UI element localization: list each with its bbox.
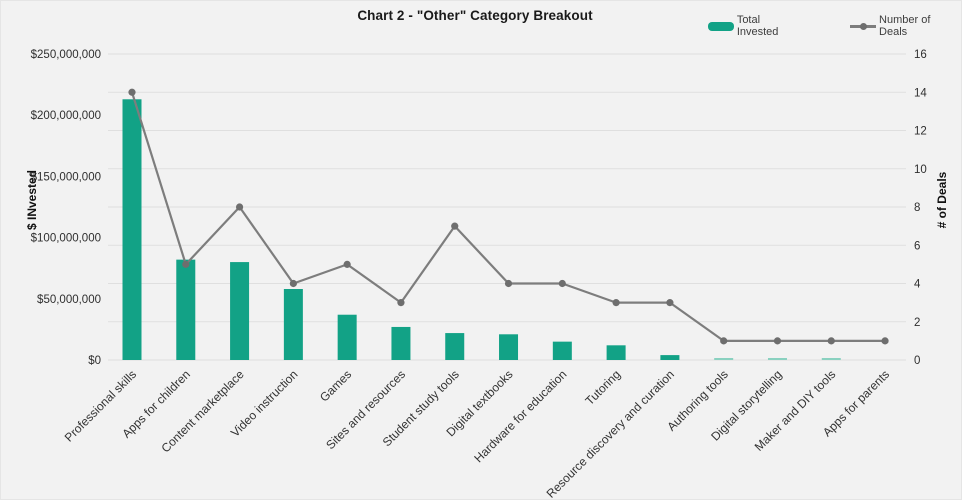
x-label-hardware-for-education: Hardware for education — [471, 367, 569, 465]
deals-marker-professional-skills[interactable] — [128, 88, 136, 96]
deals-marker-sites-and-resources[interactable] — [397, 299, 405, 307]
right-tick-14: 14 — [914, 87, 927, 99]
legend: Total Invested Number of Deals — [708, 14, 961, 38]
deals-marker-hardware-for-education[interactable] — [558, 279, 566, 288]
bar-professional-skills[interactable] — [122, 99, 142, 361]
bar-tutoring[interactable] — [606, 345, 626, 360]
deals-marker-maker-and-diy-tools[interactable] — [827, 337, 835, 345]
deals-marker-digital-textbooks[interactable] — [504, 279, 513, 288]
bar-hardware-for-education[interactable] — [552, 341, 572, 360]
deals-marker-tutoring[interactable] — [612, 299, 620, 307]
bar-resource-discovery-and-curation[interactable] — [660, 355, 680, 360]
bar-digital-textbooks[interactable] — [499, 334, 519, 360]
left-tick-50-000-000: $50,000,000 — [37, 294, 101, 306]
bar-authoring-tools[interactable] — [714, 358, 734, 360]
bar-swatch-icon — [708, 21, 734, 31]
left-tick-0: $0 — [88, 355, 101, 367]
left-tick-200-000-000: $200,000,000 — [31, 110, 101, 122]
deals-marker-content-marketplace[interactable] — [235, 203, 244, 211]
x-label-tutoring: Tutoring — [583, 367, 624, 408]
right-tick-6: 6 — [914, 240, 920, 252]
legend-label: Number of Deals — [879, 14, 931, 38]
chart-title: Chart 2 - "Other" Category Breakout — [357, 8, 593, 23]
deals-marker-digital-storytelling[interactable] — [773, 337, 782, 345]
right-tick-10: 10 — [914, 164, 927, 176]
right-tick-12: 12 — [914, 126, 927, 138]
right-tick-0: 0 — [914, 355, 920, 367]
line-swatch-icon — [850, 22, 877, 31]
right-tick-4: 4 — [914, 279, 921, 291]
bar-content-marketplace[interactable] — [230, 262, 250, 360]
deals-marker-student-study-tools[interactable] — [451, 222, 459, 230]
deals-marker-resource-discovery-and-curation[interactable] — [666, 299, 674, 307]
bar-video-instruction[interactable] — [283, 289, 303, 360]
bar-student-study-tools[interactable] — [445, 333, 465, 360]
legend-item-total-invested[interactable]: Total Invested — [708, 14, 804, 38]
left-tick-250-000-000: $250,000,000 — [31, 49, 101, 61]
legend-label: Total Invested — [736, 14, 779, 38]
deals-marker-authoring-tools[interactable] — [720, 337, 728, 345]
bar-games[interactable] — [337, 314, 357, 360]
bar-apps-for-children[interactable] — [176, 259, 196, 360]
right-tick-8: 8 — [914, 202, 920, 214]
x-label-games: Games — [317, 367, 354, 404]
right-tick-16: 16 — [914, 49, 927, 61]
deals-marker-apps-for-parents[interactable] — [881, 337, 889, 345]
left-tick-150-000-000: $150,000,000 — [31, 171, 101, 183]
right-tick-2: 2 — [914, 317, 920, 329]
deals-marker-apps-for-children[interactable] — [182, 260, 190, 268]
bar-sites-and-resources[interactable] — [391, 326, 411, 360]
deals-marker-games[interactable] — [343, 260, 351, 268]
legend-item-number-of-deals[interactable]: Number of Deals — [850, 14, 961, 38]
bar-digital-storytelling[interactable] — [767, 358, 787, 360]
bar-maker-and-diy-tools[interactable] — [821, 358, 841, 360]
left-tick-100-000-000: $100,000,000 — [31, 233, 101, 245]
deals-marker-video-instruction[interactable] — [289, 279, 297, 288]
